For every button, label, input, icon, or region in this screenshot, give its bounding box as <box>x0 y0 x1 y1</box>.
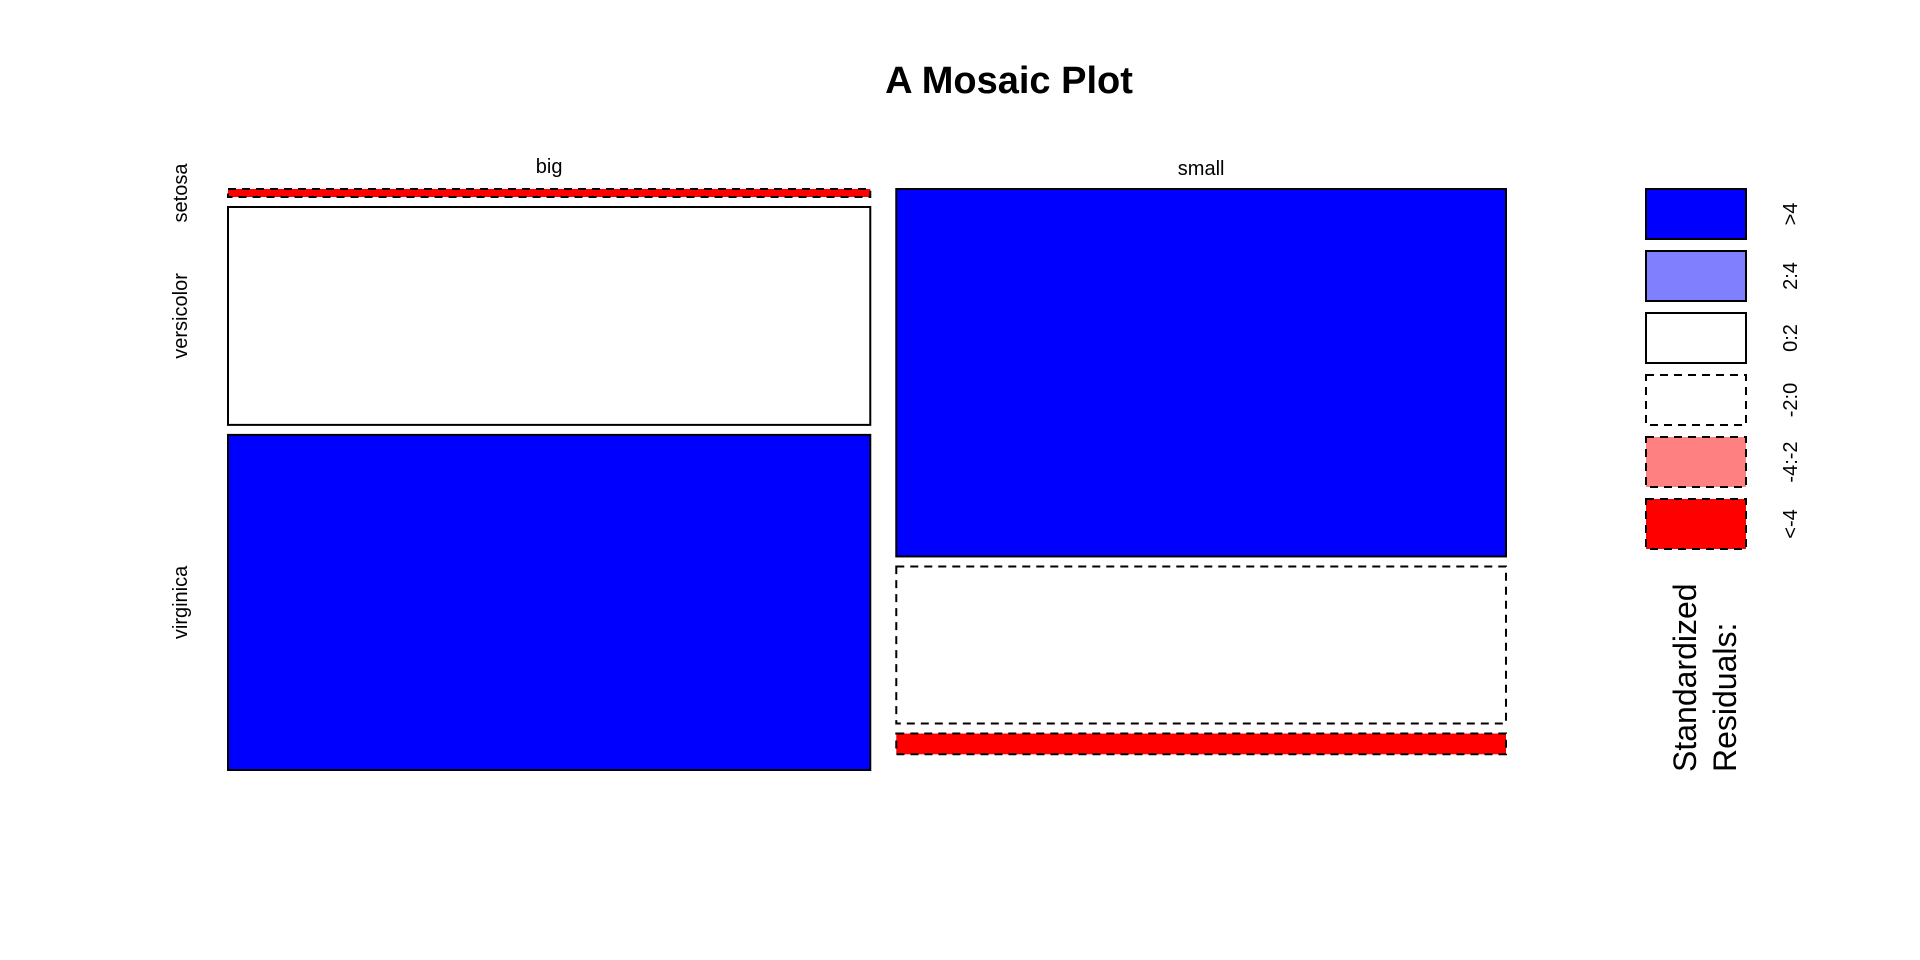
legend-swatch-2 <box>1645 312 1747 364</box>
legend-swatch-1 <box>1645 250 1747 302</box>
column-label-big: big <box>536 156 563 178</box>
legend-swatch-0 <box>1645 188 1747 240</box>
column-labels: big small <box>536 156 1225 180</box>
legend-label-1: 2:4 <box>1780 262 1802 290</box>
mosaic-cell-big-versicolor <box>227 206 872 426</box>
legend-title: Standardized Residuals: <box>1667 583 1743 772</box>
legend-swatch-4 <box>1645 436 1747 488</box>
mosaic-cell-small-versicolor <box>895 565 1507 725</box>
legend-label-4: -4:-2 <box>1780 441 1802 482</box>
legend-swatch-5 <box>1645 498 1747 550</box>
legend-label-5: <-4 <box>1780 509 1802 538</box>
mosaic-cell-big-setosa <box>227 188 872 198</box>
mosaic-cell-small-setosa <box>895 188 1507 558</box>
chart-title: A Mosaic Plot <box>885 60 1133 102</box>
mosaic-cell-small-virginica <box>895 732 1507 756</box>
legend-swatch-3 <box>1645 374 1747 426</box>
legend-label-3: -2:0 <box>1780 383 1802 417</box>
legend-label-2: 0:2 <box>1780 324 1802 352</box>
row-labels: setosa versicolor virginica <box>170 163 192 639</box>
mosaic-cells <box>227 188 1507 771</box>
row-label-virginica: virginica <box>170 565 192 639</box>
legend-label-0: >4 <box>1780 203 1802 226</box>
row-label-setosa: setosa <box>170 163 192 223</box>
row-label-versicolor: versicolor <box>170 273 192 359</box>
column-label-small: small <box>1178 158 1225 180</box>
legend: >4 2:4 0:2 -2:0 -4:-2 <-4 Standardized Residual… <box>1645 188 1802 772</box>
mosaic-cell-big-virginica <box>227 433 872 771</box>
